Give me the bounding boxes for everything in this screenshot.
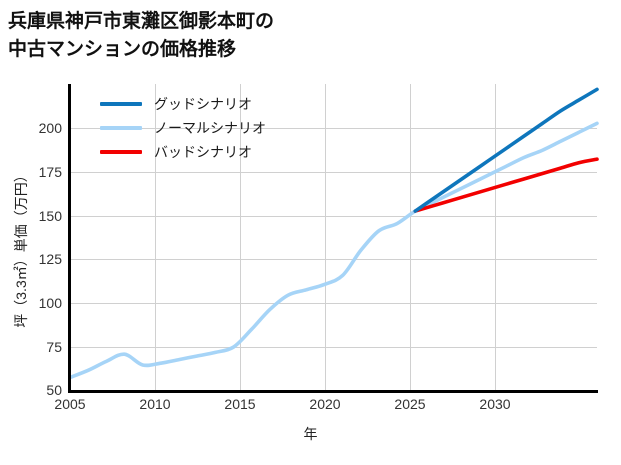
page-title: 兵庫県神戸市東灘区御影本町の 中古マンションの価格推移 [8,11,275,60]
legend-label-good: グッドシナリオ [154,96,252,112]
gridline-x-2010 [155,84,156,390]
legend-swatch-bad [100,150,142,154]
legend-swatch-good [100,102,142,106]
gridline-x-2020 [325,84,326,390]
x-axis-line [68,390,598,393]
y-tick-175: 175 [38,164,62,180]
x-tick-2005: 2005 [54,396,86,412]
series-line-ノーマルシナリオ [68,121,599,380]
y-tick-125: 125 [38,251,62,267]
y-axis-title: 坪（3.3㎡）単価（万円） [13,168,29,328]
plot-area [68,84,599,391]
gridline-x-2030 [495,84,496,390]
gridline-y-125 [70,259,597,260]
legend-item-bad[interactable]: バッドシナリオ [100,140,330,164]
legend-item-normal[interactable]: ノーマルシナリオ [100,116,330,140]
series-lines [68,87,599,380]
y-tick-75: 75 [46,339,62,355]
x-axis-title: 年 [303,426,318,442]
gridline-y-200 [70,128,597,129]
x-tick-2030: 2030 [479,396,511,412]
chart-legend: グッドシナリオ ノーマルシナリオ バッドシナリオ [100,92,330,164]
gridline-y-150 [70,216,597,217]
y-tick-200: 200 [38,120,62,136]
gridline-y-75 [70,347,597,348]
series-line-バッドシナリオ [413,157,599,213]
x-tick-2010: 2010 [139,396,171,412]
x-tick-2015: 2015 [224,396,256,412]
legend-label-bad: バッドシナリオ [154,144,252,160]
y-tick-150: 150 [38,208,62,224]
series-line-グッドシナリオ [413,87,599,213]
y-tick-100: 100 [38,295,62,311]
x-tick-2025: 2025 [394,396,426,412]
gridline-y-100 [70,303,597,304]
y-tick-50: 50 [46,382,62,398]
y-axis-line [68,84,71,392]
x-tick-2020: 2020 [309,396,341,412]
legend-label-normal: ノーマルシナリオ [154,120,266,136]
legend-item-good[interactable]: グッドシナリオ [100,92,330,116]
legend-swatch-normal [100,126,142,130]
gridline-x-2025 [410,84,411,390]
gridline-y-175 [70,172,597,173]
gridline-x-2015 [240,84,241,390]
